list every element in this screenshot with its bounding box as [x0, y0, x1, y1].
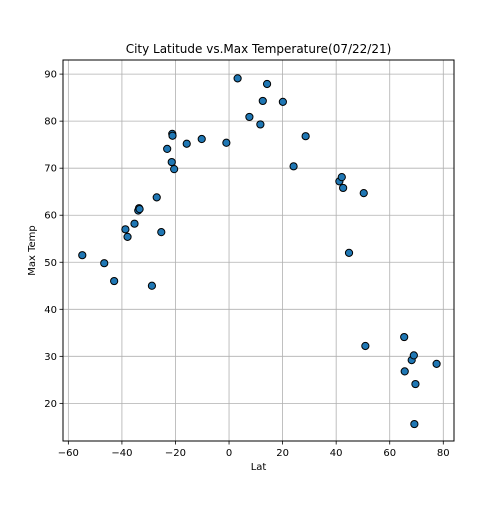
data-point — [411, 379, 420, 389]
data-point — [256, 120, 265, 129]
data-point — [100, 259, 109, 268]
data-point — [245, 112, 254, 122]
data-point — [344, 248, 354, 257]
data-point — [167, 157, 176, 167]
data-point — [359, 189, 368, 198]
data-point — [78, 251, 87, 260]
data-point — [170, 165, 179, 174]
data-point — [163, 144, 172, 153]
plot-frame — [62, 59, 455, 442]
data-point — [197, 134, 206, 144]
data-point — [278, 97, 287, 106]
y-tick-label: 70 — [44, 164, 57, 175]
x-axis-label: Lat — [251, 462, 267, 473]
data-point — [400, 332, 409, 342]
y-tick-label: 60 — [44, 211, 57, 222]
x-tick-label: −60 — [58, 448, 79, 459]
y-tick-label: 20 — [44, 399, 57, 410]
y-tick-label: 30 — [44, 352, 57, 363]
data-point — [152, 193, 161, 202]
data-point — [400, 367, 409, 376]
data-point — [121, 225, 130, 234]
data-point — [432, 359, 441, 368]
data-point — [130, 219, 139, 228]
data-point — [262, 79, 272, 89]
grid-lines — [63, 60, 454, 441]
data-point — [110, 276, 119, 286]
y-tick-label: 50 — [44, 258, 57, 269]
y-axis-label: Max Temp — [27, 225, 38, 276]
x-tick-label: 80 — [437, 448, 450, 459]
data-point — [182, 139, 191, 148]
data-point — [339, 183, 348, 193]
data-point — [337, 173, 346, 182]
data-point — [258, 96, 267, 106]
x-tick-label: 40 — [330, 448, 343, 459]
y-tick-label: 90 — [44, 70, 57, 81]
x-tick-label: −20 — [165, 448, 186, 459]
data-point — [157, 228, 166, 237]
chart-title: City Latitude vs.Max Temperature(07/22/2… — [126, 42, 392, 56]
y-tick-label: 80 — [44, 117, 57, 128]
y-tick-label: 40 — [44, 305, 57, 316]
data-point — [135, 205, 144, 214]
data-point — [233, 74, 242, 83]
data-point — [123, 232, 132, 241]
data-point — [410, 419, 419, 429]
data-point — [361, 341, 370, 351]
data-point — [147, 281, 157, 290]
axis-ticks: −60 −40 −20 0 20 40 60 80 20 30 40 50 60 70 80 90 — [44, 70, 449, 459]
data-point — [409, 351, 418, 360]
data-points — [78, 74, 441, 429]
data-point — [168, 131, 177, 140]
data-point — [289, 162, 298, 171]
x-tick-label: 60 — [383, 448, 396, 459]
x-tick-label: 20 — [276, 448, 289, 459]
x-tick-label: 0 — [226, 448, 232, 459]
data-point — [301, 132, 310, 141]
x-tick-label: −40 — [111, 448, 132, 459]
data-point — [222, 138, 231, 147]
